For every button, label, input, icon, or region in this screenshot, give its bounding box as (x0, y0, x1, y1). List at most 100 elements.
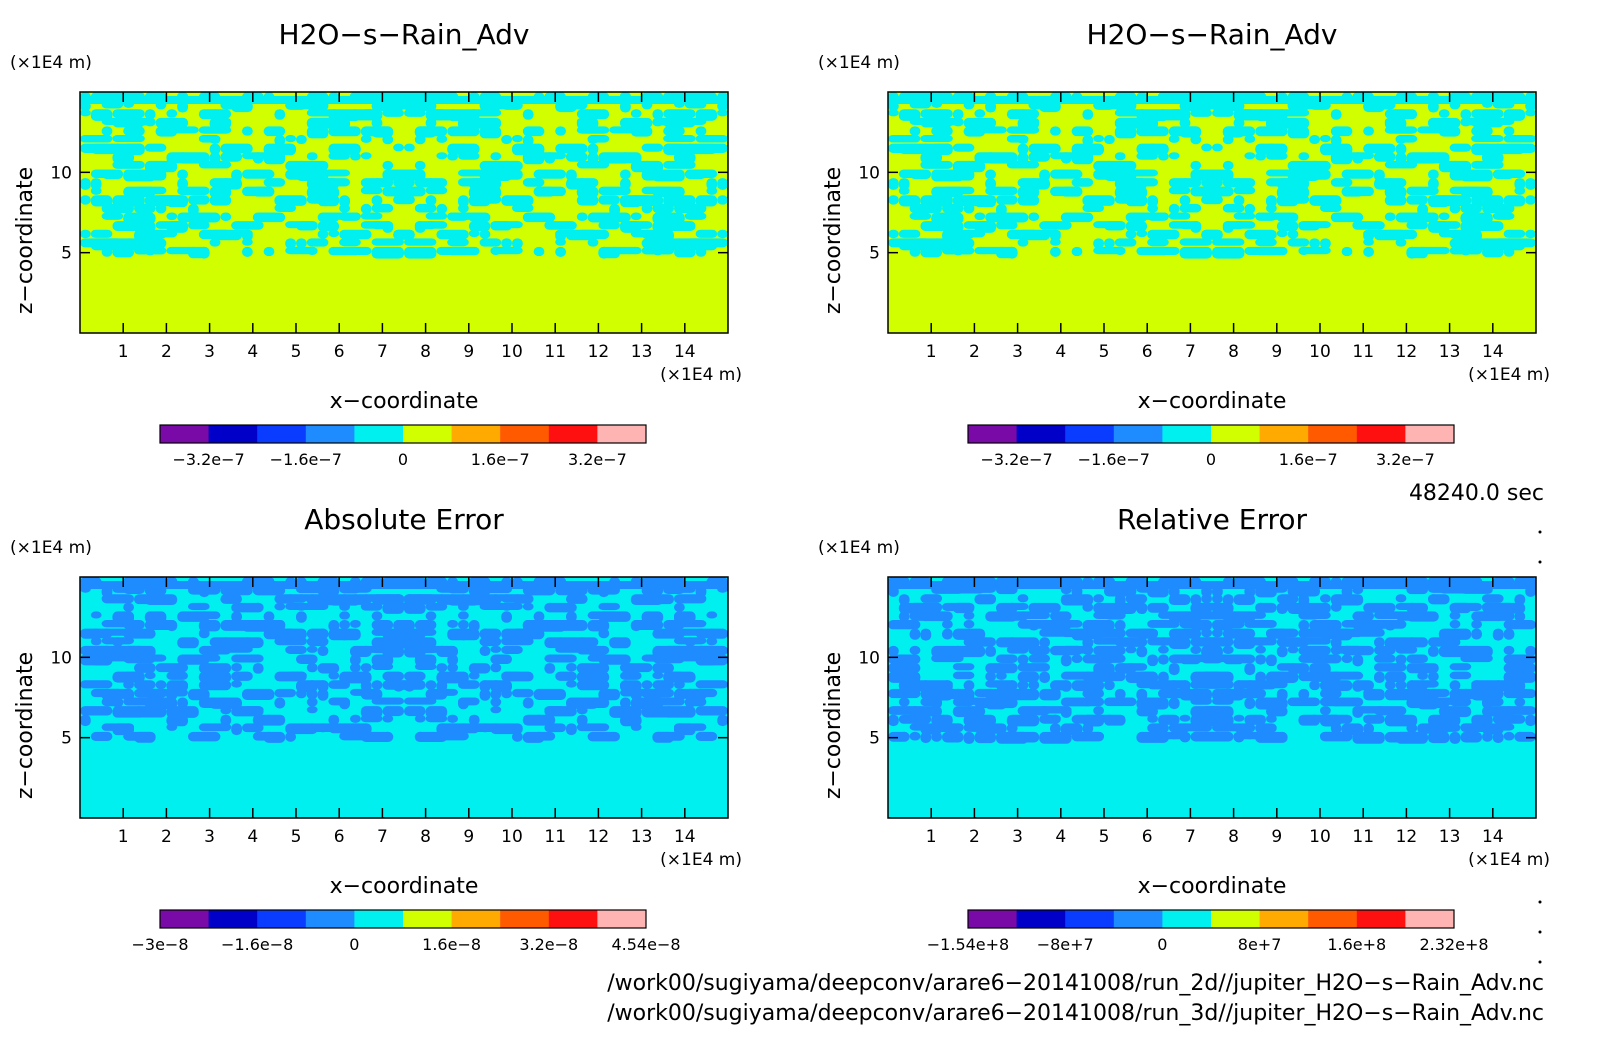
y-tick-label: 5 (869, 244, 880, 264)
y-tick-label: 5 (869, 729, 880, 749)
x-tick-label: 2 (969, 342, 980, 362)
x-axis-label: x−coordinate (330, 874, 479, 899)
colorbar-label: 0 (1206, 450, 1216, 469)
colorbar-swatch (451, 910, 501, 928)
x-unit-label: (×1E4 m) (1468, 365, 1550, 385)
x-tick-label: 4 (1055, 827, 1066, 847)
colorbar-swatch (403, 425, 453, 443)
heatmap-contours (80, 577, 728, 743)
colorbar-label: −3.2e−7 (980, 450, 1052, 469)
x-tick-label: 3 (204, 827, 215, 847)
x-tick-label: 2 (969, 827, 980, 847)
colorbar-label: 0 (398, 450, 408, 469)
y-tick-label: 5 (61, 729, 72, 749)
chart-panel-3: Absolute Error(×1E4 m)1 2 3 4 5 6 7 8 9 10 11 12 13 1… (10, 503, 742, 954)
colorbar-swatch (451, 425, 501, 443)
x-tick-label: 3 (1012, 827, 1023, 847)
y-axis-label: z−coordinate (13, 652, 38, 799)
y-tick-label: 10 (858, 163, 880, 183)
x-axis-label: x−coordinate (330, 389, 479, 414)
x-tick-label: 8 (420, 342, 431, 362)
colorbar-label: 0 (349, 935, 359, 954)
x-tick-label: 1 (926, 342, 937, 362)
x-tick-label: 4 (1055, 342, 1066, 362)
x-tick-label: 4 (247, 827, 258, 847)
x-tick-label: 13 (1439, 827, 1461, 847)
plot-frame (887, 91, 1537, 334)
x-axis-label: x−coordinate (1138, 874, 1287, 899)
chart-title: Absolute Error (304, 503, 504, 536)
y-tick-label: 10 (858, 648, 880, 668)
x-tick-label: 3 (1012, 342, 1023, 362)
colorbar-swatch (1405, 910, 1455, 928)
colorbar-swatch (1113, 910, 1163, 928)
x-tick-label: 5 (291, 827, 302, 847)
colorbar: −3e−8 −1.6e−8 0 1.6e−8 3.2e−8 4.54e−8 (131, 909, 681, 954)
x-tick-label: 10 (1309, 342, 1331, 362)
x-tick-label: 14 (674, 342, 696, 362)
x-tick-label: 14 (1482, 827, 1504, 847)
colorbar-swatch (500, 425, 550, 443)
x-tick-label: 5 (291, 342, 302, 362)
colorbar: −3.2e−7 −1.6e−7 0 1.6e−7 3.2e−7 (967, 424, 1455, 469)
colorbar-label: −1.6e−7 (270, 450, 342, 469)
x-tick-label: 1 (118, 342, 129, 362)
x-tick-label: 11 (544, 827, 566, 847)
colorbar-label: 3.2e−8 (519, 935, 578, 954)
y-unit-label: (×1E4 m) (10, 538, 92, 558)
plot-frame (79, 91, 729, 334)
colorbar-label: −3.2e−7 (172, 450, 244, 469)
colorbar: −1.54e+8 −8e+7 0 8e+7 1.6e+8 2.32e+8 (927, 909, 1489, 954)
decorative-dots (1538, 530, 1542, 964)
x-tick-label: 1 (926, 827, 937, 847)
colorbar-swatch (208, 425, 258, 443)
x-tick-label: 2 (161, 342, 172, 362)
colorbar-label: 2.32e+8 (1419, 935, 1488, 954)
x-tick-label: 7 (1185, 342, 1196, 362)
colorbar-label: 8e+7 (1238, 935, 1282, 954)
y-unit-label: (×1E4 m) (10, 53, 92, 73)
colorbar-frame (159, 909, 647, 929)
colorbar-swatch (1356, 910, 1406, 928)
colorbar-swatch (968, 910, 1018, 928)
colorbar-swatch (257, 910, 307, 928)
y-axis-label: z−coordinate (821, 167, 846, 314)
colorbar-swatch (305, 425, 355, 443)
colorbar-swatch (305, 910, 355, 928)
chart-panel-4: Relative Error(×1E4 m)1 2 3 4 5 6 7 8 9 10 11 12 13 1… (818, 503, 1550, 954)
colorbar-label: 1.6e−7 (1279, 450, 1338, 469)
y-unit-label: (×1E4 m) (818, 538, 900, 558)
file-path-2d: /work00/sugiyama/deepconv/arare6−2014100… (607, 971, 1544, 996)
colorbar-label: 1.6e−8 (422, 935, 481, 954)
x-tick-label: 7 (1185, 827, 1196, 847)
colorbar-swatch (1162, 425, 1212, 443)
top-band (888, 96, 1536, 104)
x-unit-label: (×1E4 m) (1468, 850, 1550, 870)
chart-title: H2O−s−Rain_Adv (279, 18, 530, 51)
x-tick-label: 13 (631, 342, 653, 362)
x-tick-label: 7 (377, 342, 388, 362)
x-tick-label: 9 (463, 827, 474, 847)
plot-frame (887, 576, 1537, 819)
colorbar-label: 3.2e−7 (568, 450, 627, 469)
y-tick-label: 10 (50, 648, 72, 668)
colorbar-frame (159, 424, 647, 444)
x-tick-label: 6 (334, 342, 345, 362)
colorbar-swatch (1016, 910, 1066, 928)
top-band (888, 581, 1536, 589)
x-tick-label: 12 (588, 342, 610, 362)
x-tick-label: 11 (544, 342, 566, 362)
colorbar-frame (967, 424, 1455, 444)
x-tick-label: 8 (420, 827, 431, 847)
x-tick-label: 9 (1271, 827, 1282, 847)
x-tick-label: 6 (1142, 827, 1153, 847)
colorbar-label: 1.6e−7 (471, 450, 530, 469)
colorbar-label: −1.54e+8 (927, 935, 1009, 954)
y-axis-label: z−coordinate (821, 652, 846, 799)
time-label: 48240.0 sec (1409, 481, 1544, 506)
x-tick-label: 2 (161, 827, 172, 847)
x-tick-label: 3 (204, 342, 215, 362)
colorbar-swatch (1405, 425, 1455, 443)
x-tick-label: 12 (588, 827, 610, 847)
colorbar-swatch (968, 425, 1018, 443)
